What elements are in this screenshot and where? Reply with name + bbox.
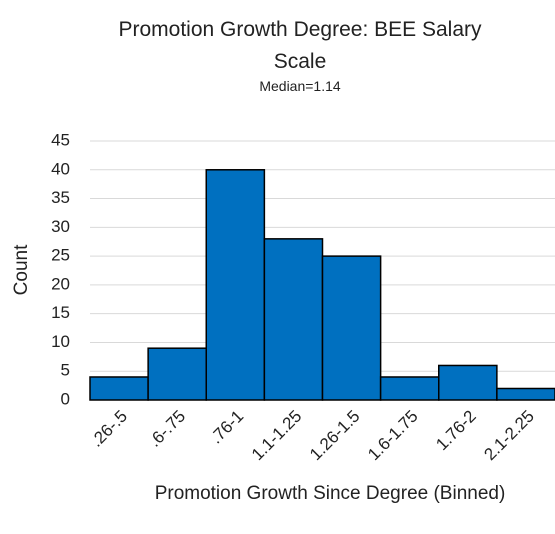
y-tick-label: 0	[61, 389, 70, 408]
x-tick-label: .76-1	[206, 407, 247, 448]
bar	[263, 238, 324, 401]
x-tick-label: .6-.75	[145, 407, 189, 451]
bar	[205, 169, 266, 401]
chart-subtitle: Median=1.14	[259, 78, 341, 94]
y-tick-label: 5	[61, 361, 70, 380]
y-tick-label: 25	[51, 246, 70, 265]
bar	[438, 364, 498, 401]
y-tick-label: 40	[51, 159, 70, 178]
x-tick-label: 1.26-1.5	[306, 407, 364, 465]
x-tick-label: 1.6-1.75	[364, 407, 422, 465]
x-tick-label: 1.1-1.25	[248, 407, 306, 465]
chart-title: Promotion Growth Degree: BEE Salary Scal…	[118, 18, 482, 73]
y-tick-label: 20	[51, 274, 70, 293]
y-tick-label: 15	[51, 303, 70, 322]
bar	[147, 347, 207, 401]
bar	[379, 376, 440, 401]
bar	[321, 255, 382, 401]
x-tick-label: 2.1-2.25	[480, 407, 538, 465]
bar	[89, 376, 149, 401]
y-tick-label: 30	[51, 217, 70, 236]
y-axis-label: Count	[11, 244, 32, 295]
y-tick-label: 35	[51, 188, 70, 207]
x-tick-label: .26-.5	[87, 407, 131, 451]
x-axis-label: Promotion Growth Since Degree (Binned)	[155, 483, 506, 504]
x-tick-label: 1.76-2	[432, 407, 480, 455]
y-tick-label: 10	[51, 332, 70, 351]
y-tick-label: 45	[51, 130, 70, 149]
bar	[496, 387, 555, 401]
